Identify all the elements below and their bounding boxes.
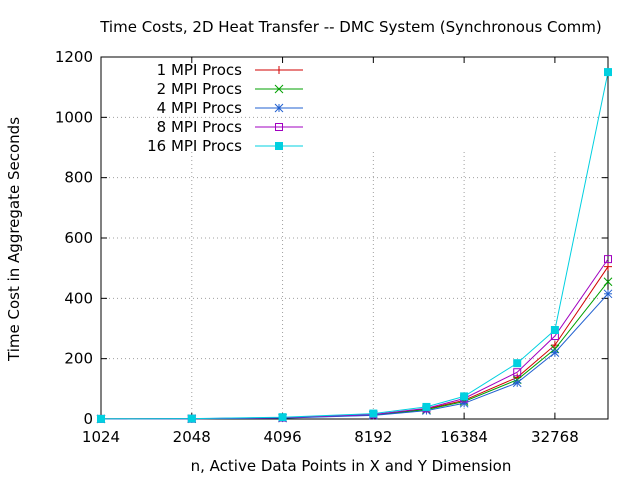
data-point xyxy=(274,103,284,113)
x-tick-label: 32768 xyxy=(531,428,579,446)
legend-entry: 4 MPI Procs xyxy=(157,99,303,117)
x-axis-label: n, Active Data Points in X and Y Dimensi… xyxy=(191,457,512,475)
y-tick-label: 1200 xyxy=(55,48,93,66)
data-point xyxy=(275,142,283,150)
data-point xyxy=(550,326,559,335)
marker-shape xyxy=(460,392,469,401)
legend-label: 16 MPI Procs xyxy=(147,137,242,155)
marker-shape xyxy=(422,402,431,411)
data-point xyxy=(278,413,287,422)
marker-shape xyxy=(550,326,559,335)
legend-entry: 2 MPI Procs xyxy=(157,80,303,98)
series-5 xyxy=(97,68,612,423)
data-point xyxy=(97,414,105,423)
data-point xyxy=(460,392,469,401)
y-tick-label: 0 xyxy=(83,410,93,428)
y-tick-label: 600 xyxy=(64,229,93,247)
marker-shape xyxy=(604,255,612,264)
y-tick-label: 200 xyxy=(64,350,93,368)
data-point xyxy=(422,402,431,411)
data-point xyxy=(603,277,613,287)
data-point xyxy=(550,348,560,357)
marker-shape xyxy=(275,142,283,150)
marker-shape xyxy=(187,414,196,423)
data-point xyxy=(603,289,613,299)
legend-entry: 16 MPI Procs xyxy=(147,137,303,155)
marker-stroke xyxy=(274,84,284,94)
series-layer xyxy=(96,68,613,424)
data-point xyxy=(459,398,469,408)
data-point xyxy=(513,368,522,377)
legend-label: 4 MPI Procs xyxy=(157,99,243,117)
data-point xyxy=(275,123,283,131)
marker-shape xyxy=(97,414,105,423)
data-point xyxy=(275,66,283,74)
axes: 0 200 400 600 800 1000 1200 1024 2048 4096 8192 163… xyxy=(55,48,609,446)
y-tick-label: 1000 xyxy=(55,108,93,126)
data-point xyxy=(513,359,522,368)
y-axis-label: Time Cost in Aggregate Seconds xyxy=(5,117,23,362)
chart-title: Time Costs, 2D Heat Transfer -- DMC Syst… xyxy=(99,18,602,36)
data-point xyxy=(604,262,612,271)
data-point xyxy=(369,409,378,418)
marker-shape xyxy=(513,368,522,377)
x-tick-label: 8192 xyxy=(354,428,392,446)
grid xyxy=(101,57,608,419)
marker-shape xyxy=(604,68,612,77)
marker-shape xyxy=(513,359,522,368)
data-point xyxy=(604,68,612,77)
data-point xyxy=(512,378,522,388)
legend-label: 2 MPI Procs xyxy=(157,80,243,98)
legend-entry: 1 MPI Procs xyxy=(157,61,303,79)
data-point xyxy=(274,84,284,94)
legend-label: 1 MPI Procs xyxy=(157,61,243,79)
legend-entry: 8 MPI Procs xyxy=(157,118,303,136)
marker-stroke xyxy=(603,277,613,287)
marker-shape xyxy=(275,123,283,131)
y-tick-label: 400 xyxy=(64,289,93,307)
x-tick-label: 4096 xyxy=(263,428,301,446)
x-tick-label: 16384 xyxy=(440,428,488,446)
data-point xyxy=(604,255,612,264)
x-tick-label: 1024 xyxy=(82,428,120,446)
marker-shape xyxy=(278,413,287,422)
x-tick-label: 2048 xyxy=(173,428,211,446)
data-point xyxy=(187,414,196,423)
y-tick-label: 800 xyxy=(64,169,93,187)
marker-shape xyxy=(369,409,378,418)
legend-label: 8 MPI Procs xyxy=(157,118,243,136)
